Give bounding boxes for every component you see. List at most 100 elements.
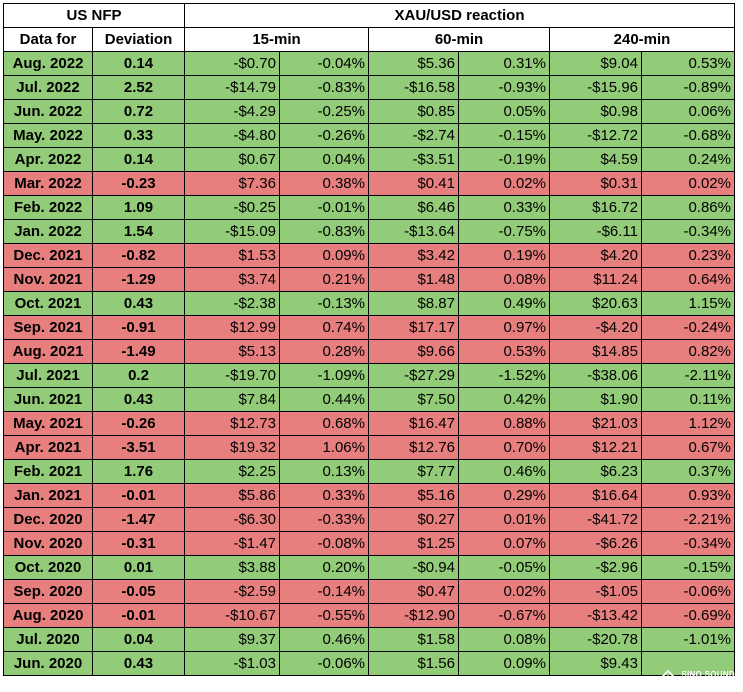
gold-pct-15min: 0.38%: [279, 171, 369, 196]
gold-pct-15min: 0.44%: [279, 387, 369, 412]
gold-pct-240min: [641, 651, 735, 676]
row-deviation: 0.2: [92, 363, 185, 388]
gold-change-240min: $16.72: [549, 195, 642, 220]
gold-change-15min: -$14.79: [184, 75, 280, 100]
row-date: Aug. 2022: [3, 51, 93, 76]
gold-pct-240min: -0.68%: [641, 123, 735, 148]
gold-pct-60min: 0.07%: [458, 531, 550, 556]
gold-pct-60min: 0.01%: [458, 507, 550, 532]
row-date: Jun. 2020: [3, 651, 93, 676]
gold-change-240min: -$15.96: [549, 75, 642, 100]
row-date: Aug. 2020: [3, 603, 93, 628]
row-deviation: -1.49: [92, 339, 185, 364]
gold-change-15min: $5.86: [184, 483, 280, 508]
gold-change-240min: $9.43: [549, 651, 642, 676]
gold-change-15min: -$4.80: [184, 123, 280, 148]
gold-pct-15min: -0.04%: [279, 51, 369, 76]
row-date: Dec. 2020: [3, 507, 93, 532]
row-date: Nov. 2021: [3, 267, 93, 292]
row-deviation: 0.43: [92, 651, 185, 676]
row-deviation: 2.52: [92, 75, 185, 100]
gold-change-60min: $12.76: [368, 435, 459, 460]
row-date: Feb. 2021: [3, 459, 93, 484]
gold-change-240min: $9.04: [549, 51, 642, 76]
gold-pct-60min: 0.31%: [458, 51, 550, 76]
gold-pct-15min: -0.13%: [279, 291, 369, 316]
row-deviation: 0.01: [92, 555, 185, 580]
gold-pct-240min: 0.23%: [641, 243, 735, 268]
header-period-240min: 240-min: [549, 27, 735, 52]
gold-pct-15min: 0.13%: [279, 459, 369, 484]
gold-change-60min: $6.46: [368, 195, 459, 220]
gold-change-240min: $4.59: [549, 147, 642, 172]
gold-pct-60min: 0.53%: [458, 339, 550, 364]
gold-pct-240min: 0.82%: [641, 339, 735, 364]
gold-pct-15min: 0.21%: [279, 267, 369, 292]
gold-change-15min: -$6.30: [184, 507, 280, 532]
gold-pct-15min: 1.06%: [279, 435, 369, 460]
row-deviation: 1.76: [92, 459, 185, 484]
gold-change-240min: $6.23: [549, 459, 642, 484]
gold-pct-240min: 1.15%: [641, 291, 735, 316]
row-deviation: -1.29: [92, 267, 185, 292]
row-date: Jul. 2022: [3, 75, 93, 100]
gold-pct-60min: 0.19%: [458, 243, 550, 268]
row-date: Sep. 2020: [3, 579, 93, 604]
row-date: Aug. 2021: [3, 339, 93, 364]
gold-change-15min: $7.84: [184, 387, 280, 412]
gold-change-60min: -$16.58: [368, 75, 459, 100]
gold-pct-240min: 0.37%: [641, 459, 735, 484]
gold-change-15min: $19.32: [184, 435, 280, 460]
gold-pct-60min: -0.15%: [458, 123, 550, 148]
gold-change-15min: $1.53: [184, 243, 280, 268]
row-deviation: -0.82: [92, 243, 185, 268]
gold-pct-15min: 0.33%: [279, 483, 369, 508]
row-deviation: 0.14: [92, 147, 185, 172]
gold-change-15min: -$19.70: [184, 363, 280, 388]
gold-change-15min: $12.73: [184, 411, 280, 436]
header-period-15min: 15-min: [184, 27, 369, 52]
gold-pct-240min: -2.11%: [641, 363, 735, 388]
gold-pct-240min: 0.11%: [641, 387, 735, 412]
gold-change-15min: -$2.38: [184, 291, 280, 316]
gold-change-60min: $1.58: [368, 627, 459, 652]
gold-change-60min: $1.48: [368, 267, 459, 292]
gold-change-60min: $0.47: [368, 579, 459, 604]
gold-change-15min: $7.36: [184, 171, 280, 196]
gold-change-15min: $3.88: [184, 555, 280, 580]
row-deviation: 0.43: [92, 387, 185, 412]
gold-change-240min: $0.98: [549, 99, 642, 124]
gold-change-60min: $17.17: [368, 315, 459, 340]
row-deviation: 0.72: [92, 99, 185, 124]
gold-pct-15min: 0.74%: [279, 315, 369, 340]
gold-pct-240min: 0.24%: [641, 147, 735, 172]
gold-change-60min: -$0.94: [368, 555, 459, 580]
header-us-nfp: US NFP: [3, 3, 185, 28]
gold-pct-60min: -0.19%: [458, 147, 550, 172]
gold-pct-240min: -0.06%: [641, 579, 735, 604]
gold-pct-240min: -0.34%: [641, 531, 735, 556]
row-deviation: 1.09: [92, 195, 185, 220]
gold-pct-60min: 0.33%: [458, 195, 550, 220]
row-date: Jul. 2021: [3, 363, 93, 388]
gold-change-240min: $16.64: [549, 483, 642, 508]
gold-change-60min: $3.42: [368, 243, 459, 268]
row-deviation: -0.23: [92, 171, 185, 196]
gold-pct-240min: 0.64%: [641, 267, 735, 292]
gold-pct-60min: 0.88%: [458, 411, 550, 436]
gold-change-60min: -$2.74: [368, 123, 459, 148]
gold-change-15min: -$1.47: [184, 531, 280, 556]
row-deviation: -0.31: [92, 531, 185, 556]
gold-change-15min: -$1.03: [184, 651, 280, 676]
gold-pct-60min: -0.75%: [458, 219, 550, 244]
gold-pct-15min: -0.26%: [279, 123, 369, 148]
gold-pct-60min: -0.93%: [458, 75, 550, 100]
gold-pct-15min: 0.46%: [279, 627, 369, 652]
logo-brand-text: SINO SOUND: [681, 670, 735, 679]
gold-change-60min: -$27.29: [368, 363, 459, 388]
gold-pct-60min: 0.29%: [458, 483, 550, 508]
gold-pct-15min: 0.09%: [279, 243, 369, 268]
gold-change-240min: -$2.96: [549, 555, 642, 580]
gold-change-60min: $5.36: [368, 51, 459, 76]
row-date: May. 2022: [3, 123, 93, 148]
